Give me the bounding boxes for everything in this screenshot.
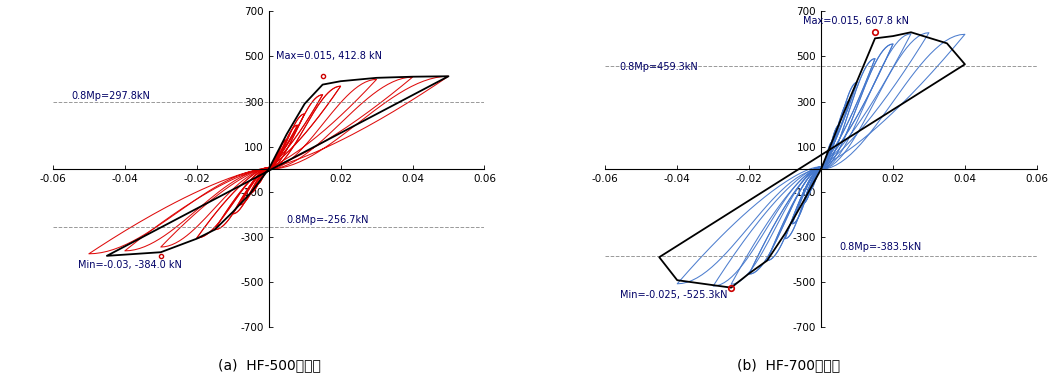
Text: (b)  HF-700실험체: (b) HF-700실험체 xyxy=(736,358,840,372)
Text: (a)  HF-500실험체: (a) HF-500실험체 xyxy=(218,358,322,372)
Text: 0.8Mp=-256.7kN: 0.8Mp=-256.7kN xyxy=(287,215,369,225)
Text: Max=0.015, 607.8 kN: Max=0.015, 607.8 kN xyxy=(803,16,909,26)
Text: 0.8Mp=297.8kN: 0.8Mp=297.8kN xyxy=(71,91,150,101)
Text: 0.8Mp=-383.5kN: 0.8Mp=-383.5kN xyxy=(839,243,922,252)
Text: Max=0.015, 412.8 kN: Max=0.015, 412.8 kN xyxy=(276,51,382,61)
Text: 0.8Mp=459.3kN: 0.8Mp=459.3kN xyxy=(620,62,698,72)
Text: Min=-0.03, -384.0 kN: Min=-0.03, -384.0 kN xyxy=(78,261,182,270)
Text: Min=-0.025, -525.3kN: Min=-0.025, -525.3kN xyxy=(620,290,727,300)
